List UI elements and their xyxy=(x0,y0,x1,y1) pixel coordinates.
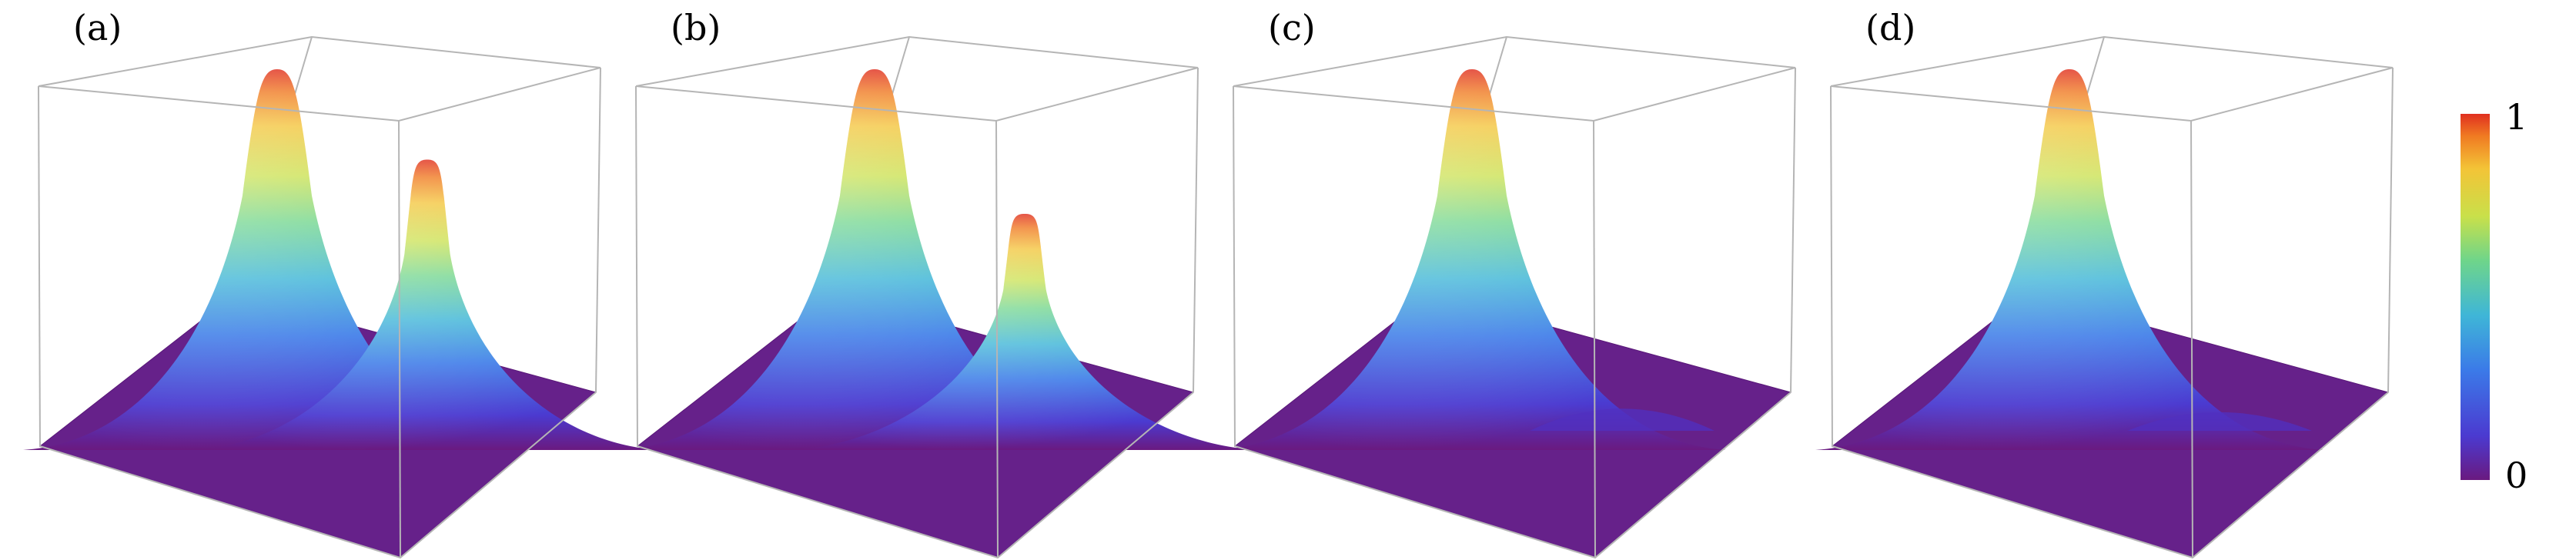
surface-peak-shine-1 xyxy=(794,214,1256,450)
panel-label: (c) xyxy=(1268,7,1316,48)
box-front-edges xyxy=(38,67,601,559)
surface-peak-1 xyxy=(2127,412,2312,431)
box-front-edges xyxy=(1233,67,1796,559)
panels: (a) (b) (c) (d) xyxy=(23,7,2394,559)
surface-panel-2: (c) xyxy=(1218,7,1796,559)
surface-panel-0: (a) xyxy=(23,7,658,559)
surface-panel-3: (d) xyxy=(1815,7,2394,559)
colorbar-tick-min: 0 xyxy=(2505,455,2527,496)
surface-peak-shine-0 xyxy=(23,69,531,450)
panel-label: (a) xyxy=(73,7,122,48)
box-front-edges xyxy=(635,67,1199,559)
surface-peak-shine-1 xyxy=(196,159,658,450)
colorbar-tick-max: 1 xyxy=(2505,96,2527,138)
surface-panel-1: (b) xyxy=(621,7,1256,559)
surface-peak-1 xyxy=(1530,408,1715,431)
surface-peak-shine-0 xyxy=(1815,69,2323,450)
panel-label: (d) xyxy=(1865,7,1915,48)
box-front-edges xyxy=(1830,67,2394,559)
colorbar-gradient xyxy=(2461,114,2490,480)
panel-label: (b) xyxy=(671,7,721,48)
surface-peak-shine-0 xyxy=(1218,69,1726,450)
colorbar: 1 0 xyxy=(2461,96,2527,496)
surface-peak-shine-0 xyxy=(621,69,1129,450)
